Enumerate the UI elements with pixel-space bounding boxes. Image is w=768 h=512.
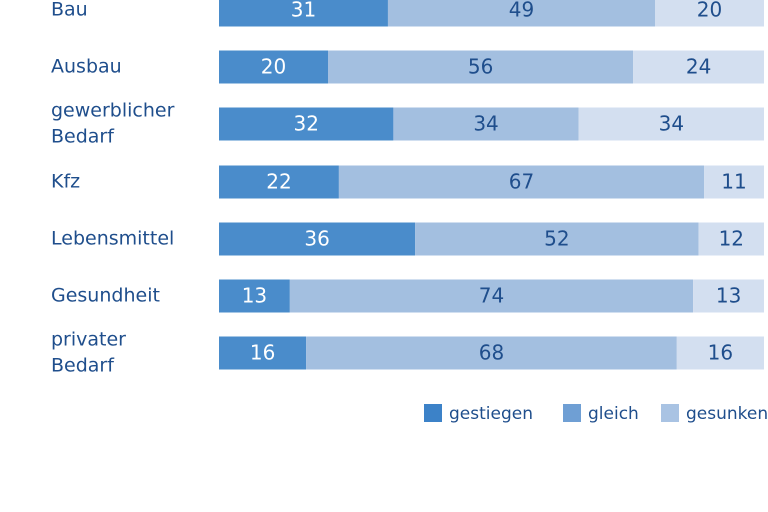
legend-swatch-gesunken <box>661 404 679 422</box>
category-label: Bau <box>51 0 88 21</box>
bar-segment-gesunken <box>704 165 764 199</box>
bar-segment-gesunken <box>693 279 764 313</box>
bar-segment-gestiegen <box>219 107 394 141</box>
category-label: Ausbau <box>51 56 122 78</box>
value-label: 52 <box>544 227 569 251</box>
bar-segment-gesunken <box>578 107 764 141</box>
category-label: gewerblicher <box>51 100 175 122</box>
value-label: 20 <box>261 55 286 79</box>
value-label: 56 <box>468 55 493 79</box>
value-label: 31 <box>291 0 316 22</box>
value-label: 13 <box>716 284 741 308</box>
value-label: 68 <box>479 341 504 365</box>
value-label: 24 <box>686 55 711 79</box>
bar-segment-gleich <box>415 222 699 256</box>
value-label: 49 <box>509 0 534 22</box>
value-label: 74 <box>479 284 504 308</box>
bar-segment-gleich <box>289 279 694 313</box>
legend-label: gesunken <box>686 404 768 424</box>
value-label: 20 <box>697 0 722 22</box>
value-label: 34 <box>659 112 684 136</box>
category-label: Bedarf <box>51 355 115 377</box>
legend-swatch-gestiegen <box>424 404 442 422</box>
value-label: 12 <box>719 227 744 251</box>
bar-segment-gleich <box>306 336 677 370</box>
value-label: 11 <box>721 170 746 194</box>
bar-segment-gestiegen <box>219 50 328 84</box>
category-label: Gesundheit <box>51 285 160 307</box>
value-label: 32 <box>293 112 318 136</box>
category-labels: Bau Ausbau gewerblicher Bedarf Kfz Lebensmitt… <box>51 0 175 377</box>
bar-segment-gestiegen <box>219 336 307 370</box>
bar-segment-gesunken <box>676 336 764 370</box>
value-label: 22 <box>266 170 291 194</box>
bar-segment-gleich <box>387 0 655 27</box>
category-label: privater <box>51 329 126 351</box>
legend: gestiegen gleich gesunken <box>424 404 768 424</box>
category-label: Lebensmittel <box>51 228 174 250</box>
bar-segment-gestiegen <box>219 279 290 313</box>
value-label: 34 <box>473 112 498 136</box>
bar-segment-gleich <box>328 50 634 84</box>
bar-segment-gesunken <box>698 222 764 256</box>
bar-segment-gestiegen <box>219 0 388 27</box>
bar-segment-gesunken <box>633 50 764 84</box>
value-label: 67 <box>509 170 534 194</box>
bar-area: 31 49 20 20 56 24 32 34 34 22 67 11 36 52 12 13 74 13 16 68… <box>219 0 764 370</box>
value-label: 13 <box>242 284 267 308</box>
category-label: Bedarf <box>51 126 115 148</box>
bar-segment-gleich <box>393 107 579 141</box>
bar-segment-gesunken <box>655 0 764 27</box>
bar-segment-gleich <box>338 165 705 199</box>
legend-swatch-gleich <box>563 404 581 422</box>
value-label: 16 <box>708 341 733 365</box>
bar-segment-gestiegen <box>219 222 416 256</box>
bar-segment-gestiegen <box>219 165 339 199</box>
category-label: Kfz <box>51 171 80 193</box>
legend-label: gleich <box>588 404 639 424</box>
value-label: 36 <box>304 227 329 251</box>
value-label: 16 <box>250 341 275 365</box>
legend-label: gestiegen <box>449 404 533 424</box>
